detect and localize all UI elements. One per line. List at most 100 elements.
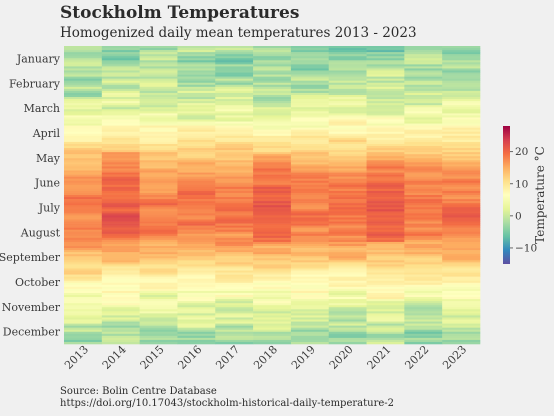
heatmap-cell xyxy=(328,78,367,81)
heatmap-cell xyxy=(442,58,481,61)
heatmap-cell xyxy=(177,125,216,128)
heatmap-cell xyxy=(101,237,140,241)
heatmap-cell xyxy=(328,62,367,65)
heatmap-cell xyxy=(253,76,292,79)
heatmap-cell xyxy=(328,209,367,212)
heatmap-cell xyxy=(290,205,330,208)
heatmap-cell xyxy=(328,278,367,282)
heatmap-cell xyxy=(139,337,178,341)
heatmap-cell xyxy=(253,101,292,104)
heatmap-cell xyxy=(101,56,140,59)
heatmap-cell xyxy=(215,103,254,106)
heatmap-cell xyxy=(404,254,443,257)
heatmap-cell xyxy=(139,105,178,108)
heatmap-cell xyxy=(404,148,443,151)
heatmap-cell xyxy=(253,64,292,67)
heatmap-cell xyxy=(290,276,330,279)
heatmap-cell xyxy=(328,248,367,251)
heatmap-cell xyxy=(215,280,254,284)
heatmap-cell xyxy=(215,307,254,310)
heatmap-cell xyxy=(404,68,443,71)
heatmap-cell xyxy=(366,168,405,171)
heatmap-cell xyxy=(442,94,481,98)
heatmap-cell xyxy=(328,305,367,308)
heatmap-cell xyxy=(328,156,367,159)
heatmap-cell xyxy=(328,150,367,153)
heatmap-cell xyxy=(404,86,443,90)
heatmap-cell xyxy=(442,246,481,249)
heatmap-cell xyxy=(290,290,330,294)
heatmap-cell xyxy=(139,97,178,100)
heatmap-cell xyxy=(64,311,103,314)
heatmap-cell xyxy=(290,243,330,247)
heatmap-cell xyxy=(101,197,140,200)
heatmap-cell xyxy=(404,295,443,298)
heatmap-cell xyxy=(139,94,178,98)
heatmap-cell xyxy=(442,97,481,100)
heatmap-cell xyxy=(328,246,367,249)
heatmap-cell xyxy=(139,195,178,198)
heatmap-cell xyxy=(177,274,216,277)
heatmap-cell xyxy=(442,274,481,277)
heatmap-cell xyxy=(404,203,443,206)
heatmap-cell xyxy=(253,62,292,65)
heatmap-cell xyxy=(442,317,481,320)
heatmap-cell xyxy=(139,299,178,302)
heatmap-cell xyxy=(366,327,405,331)
heatmap-cell xyxy=(215,180,254,184)
heatmap-cell xyxy=(101,182,140,186)
heatmap-cell xyxy=(290,86,330,90)
heatmap-cell xyxy=(215,274,254,277)
heatmap-cell xyxy=(328,166,367,169)
heatmap-cell xyxy=(177,88,216,92)
heatmap-cell xyxy=(366,166,405,169)
heatmap-cell xyxy=(253,227,292,230)
heatmap-cell xyxy=(366,197,405,200)
heatmap-cell xyxy=(290,84,330,88)
heatmap-cell xyxy=(366,219,405,222)
heatmap-cell xyxy=(177,284,216,288)
heatmap-cell xyxy=(442,164,481,167)
heatmap-cell xyxy=(177,139,216,143)
heatmap-cell xyxy=(290,266,330,269)
heatmap-cell xyxy=(215,237,254,241)
heatmap-cell xyxy=(177,270,216,273)
heatmap-cell xyxy=(366,58,405,61)
heatmap-cell xyxy=(328,141,367,145)
heatmap-cell xyxy=(290,135,330,139)
heatmap-cell xyxy=(366,62,405,65)
heatmap-cell xyxy=(442,301,481,304)
heatmap-cell xyxy=(442,221,481,224)
heatmap-cell xyxy=(253,152,292,155)
heatmap-cell xyxy=(177,188,216,192)
heatmap-cell xyxy=(139,90,178,94)
heatmap-cell xyxy=(442,78,481,81)
heatmap-cell xyxy=(253,276,292,279)
heatmap-cell xyxy=(366,158,405,161)
heatmap-cell xyxy=(177,174,216,177)
heatmap-cell xyxy=(101,143,140,147)
heatmap-cell xyxy=(64,252,103,255)
heatmap-cell xyxy=(177,131,216,135)
heatmap-cell xyxy=(442,205,481,208)
heatmap-cell xyxy=(101,219,140,222)
heatmap-cell xyxy=(366,66,405,69)
heatmap-cell xyxy=(64,309,103,312)
heatmap-cell xyxy=(253,129,292,133)
heatmap-cell xyxy=(404,94,443,98)
heatmap-cell xyxy=(328,188,367,192)
heatmap-cell xyxy=(101,341,140,345)
heatmap-cell xyxy=(404,274,443,277)
heatmap-cell xyxy=(64,54,103,57)
heatmap-cell xyxy=(177,168,216,171)
heatmap-cell xyxy=(328,237,367,241)
heatmap-cell xyxy=(328,52,367,55)
heatmap-cell xyxy=(139,201,178,204)
heatmap-cell xyxy=(139,211,178,214)
heatmap-cell xyxy=(253,286,292,290)
heatmap-cell xyxy=(139,70,178,73)
x-tick-label: 2017 xyxy=(213,343,242,372)
heatmap-cell xyxy=(64,254,103,257)
heatmap-cell xyxy=(253,282,292,286)
heatmap-cell xyxy=(253,213,292,216)
